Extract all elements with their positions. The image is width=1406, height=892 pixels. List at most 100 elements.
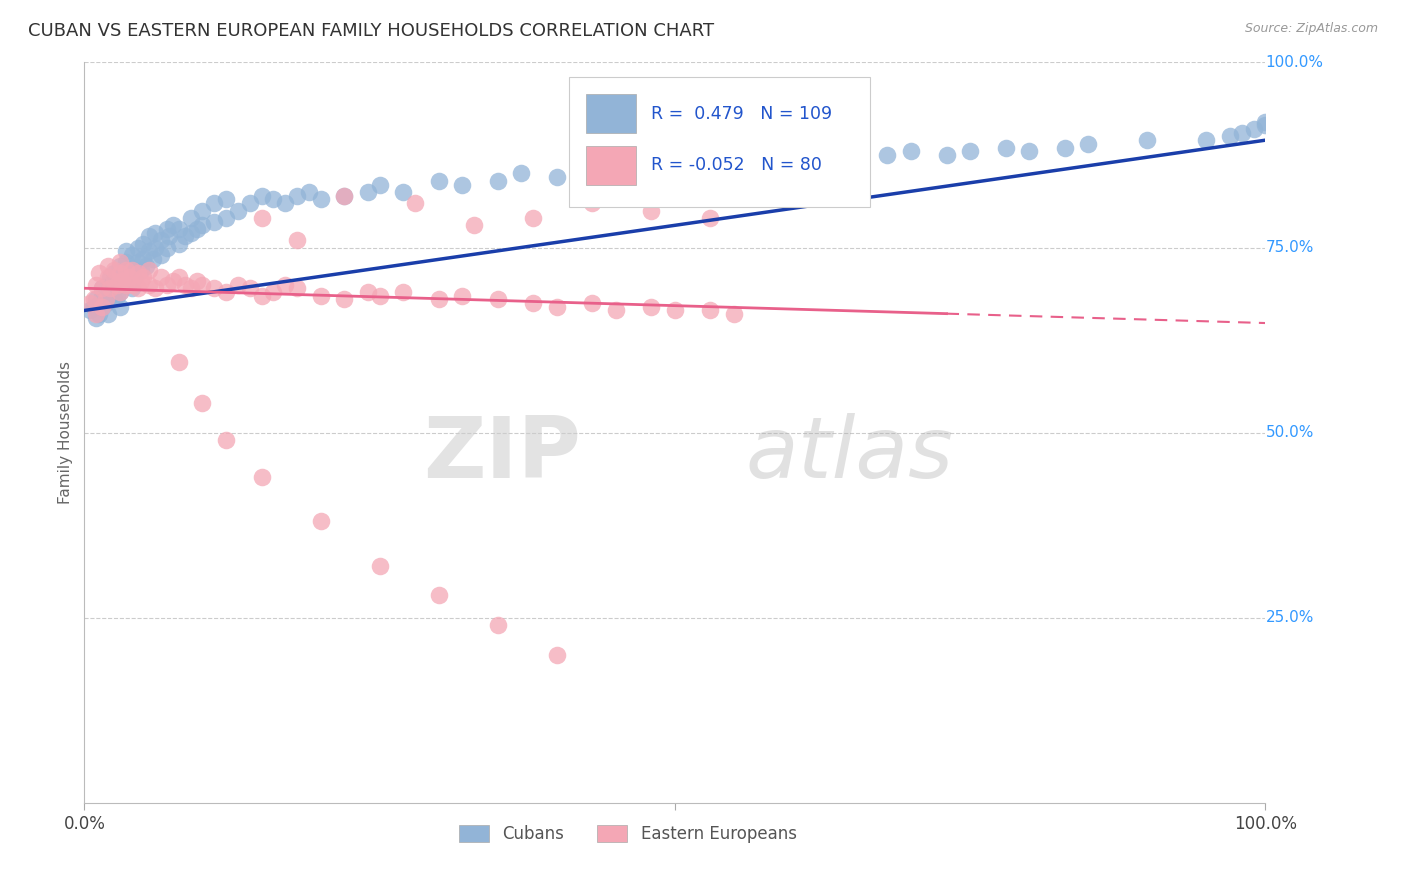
Point: [546, 170, 568, 185]
Point: [97, 307, 120, 321]
Point: [121, 248, 143, 262]
Point: [114, 255, 136, 269]
Point: [87, 296, 110, 310]
Point: [111, 274, 134, 288]
Point: [486, 174, 509, 188]
Point: [91, 288, 114, 302]
Point: [758, 152, 780, 166]
Point: [103, 281, 125, 295]
Point: [162, 274, 184, 288]
Point: [94, 293, 117, 307]
Point: [368, 558, 391, 573]
Point: [841, 152, 863, 166]
Point: [900, 145, 922, 159]
Point: [173, 277, 195, 292]
Point: [142, 252, 165, 266]
Point: [180, 211, 202, 225]
Point: [103, 274, 125, 288]
Point: [143, 281, 166, 295]
Text: CUBAN VS EASTERN EUROPEAN FAMILY HOUSEHOLDS CORRELATION CHART: CUBAN VS EASTERN EUROPEAN FAMILY HOUSEHO…: [28, 22, 714, 40]
Text: Source: ZipAtlas.com: Source: ZipAtlas.com: [1244, 22, 1378, 36]
Point: [84, 293, 107, 307]
Point: [191, 396, 214, 410]
Text: ZIP: ZIP: [423, 413, 581, 496]
Point: [118, 274, 141, 288]
Point: [150, 270, 173, 285]
Point: [98, 270, 121, 285]
Point: [107, 274, 129, 288]
Point: [129, 262, 152, 277]
Point: [664, 303, 686, 318]
Point: [427, 293, 450, 307]
Point: [333, 188, 356, 202]
Point: [368, 288, 391, 302]
Point: [122, 270, 145, 285]
Point: [91, 300, 114, 314]
Text: R = -0.052   N = 80: R = -0.052 N = 80: [651, 156, 823, 174]
Point: [959, 145, 981, 159]
Point: [357, 285, 380, 299]
Point: [180, 281, 202, 295]
Point: [1077, 136, 1099, 151]
Point: [451, 288, 474, 302]
Point: [215, 193, 238, 207]
Y-axis label: Family Households: Family Households: [58, 361, 73, 504]
Point: [392, 185, 415, 199]
Point: [108, 270, 131, 285]
Point: [699, 155, 721, 169]
Point: [1243, 122, 1265, 136]
Point: [121, 277, 143, 292]
Point: [699, 303, 721, 318]
Point: [114, 244, 136, 259]
Point: [285, 188, 308, 202]
Point: [215, 211, 238, 225]
FancyBboxPatch shape: [568, 78, 870, 207]
Point: [138, 262, 160, 277]
Point: [522, 211, 544, 225]
Point: [121, 262, 143, 277]
Point: [226, 203, 249, 218]
Point: [723, 159, 745, 173]
Point: [202, 196, 225, 211]
Point: [186, 274, 208, 288]
Point: [546, 648, 568, 662]
Point: [138, 229, 160, 244]
Point: [298, 185, 321, 199]
Point: [108, 285, 131, 299]
Point: [1254, 119, 1277, 133]
Point: [84, 277, 107, 292]
Point: [129, 274, 152, 288]
Point: [486, 618, 509, 632]
Point: [202, 214, 225, 228]
Point: [108, 255, 131, 269]
Point: [782, 155, 804, 169]
Point: [107, 277, 129, 292]
Point: [605, 159, 627, 173]
Point: [143, 240, 166, 255]
Point: [138, 244, 160, 259]
Point: [103, 262, 125, 277]
Point: [127, 255, 149, 269]
Point: [191, 277, 214, 292]
Point: [98, 285, 121, 299]
Point: [98, 281, 121, 295]
Point: [581, 196, 603, 211]
Point: [97, 277, 120, 292]
Point: [688, 155, 710, 169]
Point: [180, 226, 202, 240]
Point: [1136, 133, 1159, 147]
Point: [427, 589, 450, 603]
Point: [127, 240, 149, 255]
Point: [605, 303, 627, 318]
Point: [250, 211, 273, 225]
Point: [309, 193, 332, 207]
Point: [569, 162, 592, 177]
Point: [83, 293, 105, 307]
Point: [91, 300, 114, 314]
Point: [94, 296, 117, 310]
Point: [274, 196, 297, 211]
Point: [108, 267, 131, 281]
Point: [392, 285, 415, 299]
Point: [935, 148, 957, 162]
Point: [239, 196, 262, 211]
